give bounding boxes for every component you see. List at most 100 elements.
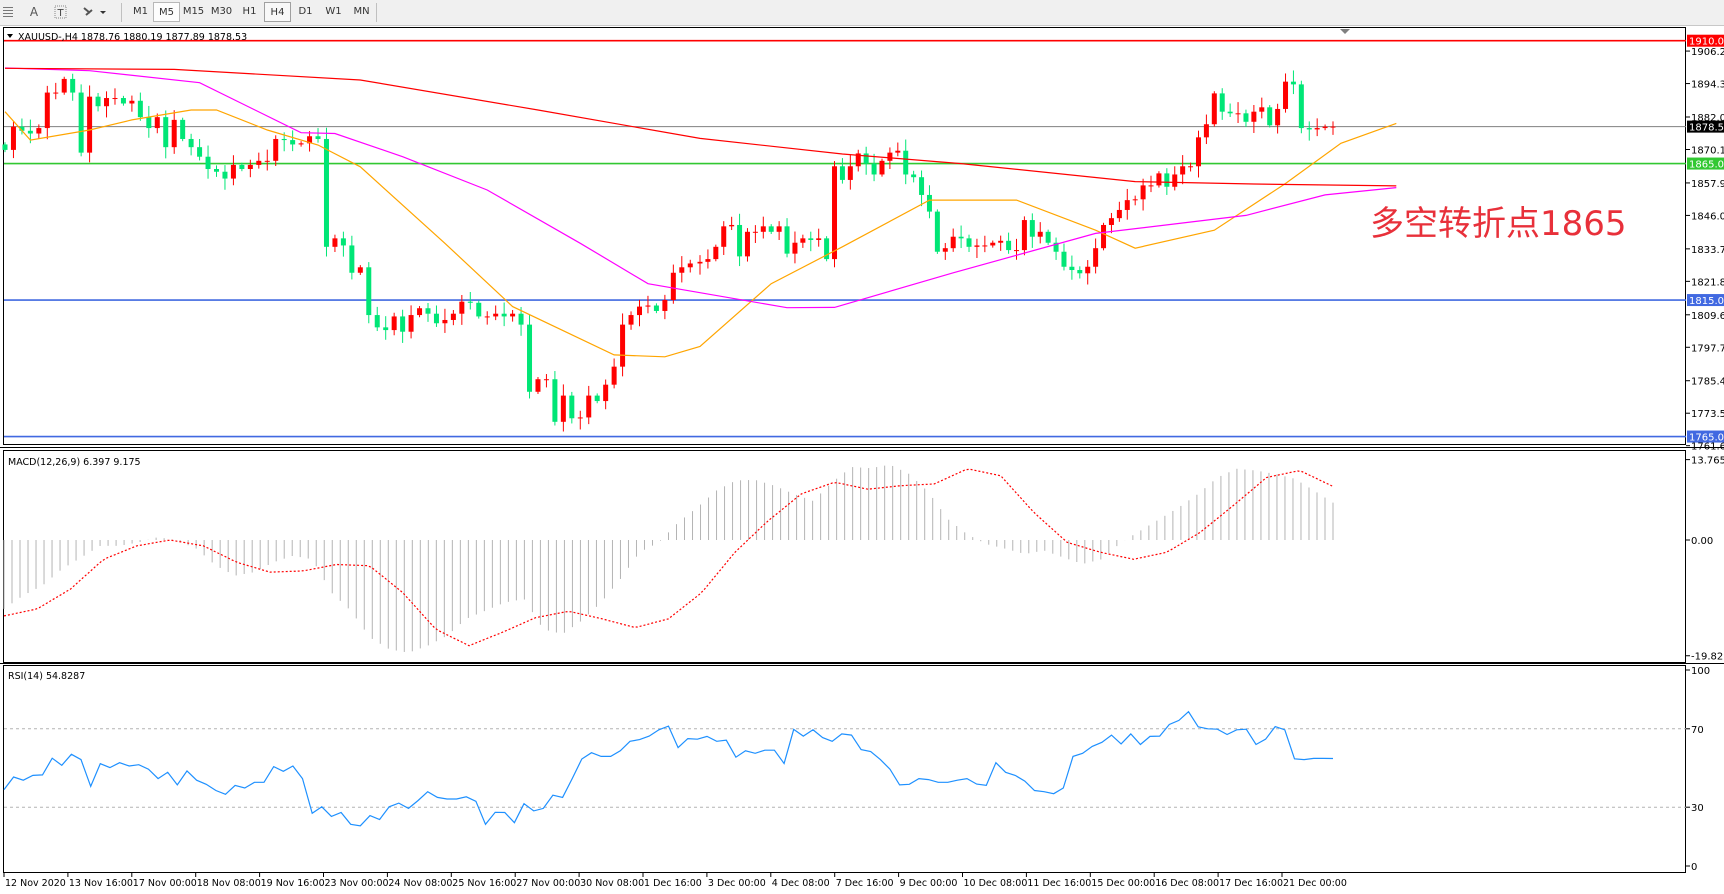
candle — [95, 92, 101, 112]
candle-body — [1021, 220, 1027, 251]
candle-body — [887, 152, 893, 161]
candle-body — [374, 315, 380, 328]
candle — [1061, 243, 1067, 271]
time-tick-label: 17 Dec 16:00 — [1219, 878, 1283, 889]
candle — [934, 209, 940, 254]
candle-body — [366, 267, 372, 316]
candle — [2, 142, 8, 153]
candle — [332, 234, 338, 253]
candle-body — [527, 324, 533, 392]
candle-body — [1140, 185, 1146, 200]
candle — [560, 384, 566, 432]
price-tick-label: 1809.60 — [1691, 311, 1724, 322]
candle-body — [510, 313, 516, 317]
candle — [10, 121, 16, 159]
candle — [879, 158, 885, 177]
candle — [1251, 104, 1257, 133]
timeframe-m15-button[interactable]: M15 — [182, 6, 205, 17]
time-tick-label: 21 Dec 00:00 — [1283, 878, 1347, 889]
candle-body — [247, 164, 253, 170]
candle-body — [1188, 166, 1194, 168]
candle-body — [450, 313, 456, 320]
candle-body — [653, 305, 659, 311]
candle — [645, 295, 651, 314]
candle — [87, 85, 93, 163]
candle — [425, 303, 431, 322]
price-tag-label: 1765.00 — [1689, 433, 1724, 444]
candle — [383, 316, 389, 340]
candle-body — [2, 144, 8, 150]
candle — [1077, 266, 1083, 279]
candle — [603, 379, 609, 410]
candle — [400, 309, 406, 343]
timeframe-h1-button[interactable]: H1 — [242, 6, 257, 17]
candle-body — [611, 366, 617, 385]
time-tick-label: 18 Nov 08:00 — [197, 878, 261, 889]
candle-body — [1180, 166, 1186, 175]
candle-body — [1053, 242, 1059, 252]
candle-body — [222, 171, 228, 179]
candle-body — [637, 306, 642, 316]
candle-body — [484, 316, 490, 318]
candle-body — [197, 147, 203, 157]
candle-body — [273, 138, 279, 161]
rsi-tick-label: 70 — [1691, 725, 1704, 736]
candle-body — [697, 261, 703, 264]
candle — [552, 371, 558, 426]
candle-body — [188, 138, 194, 148]
candle-body — [70, 78, 76, 93]
timeframe-m30-button[interactable]: M30 — [210, 6, 233, 17]
candle — [1283, 73, 1289, 113]
text-tool-button[interactable]: A — [29, 5, 39, 19]
candle — [239, 162, 245, 172]
candle — [1085, 260, 1091, 285]
candle — [670, 264, 676, 304]
timeframe-mn-button[interactable]: MN — [353, 6, 370, 17]
candle — [942, 242, 948, 260]
candle-body — [1235, 113, 1241, 115]
candle-body — [1148, 185, 1154, 187]
candle — [705, 249, 711, 269]
price-tick-label: 1797.70 — [1691, 343, 1724, 354]
candle — [1132, 195, 1138, 206]
candle — [307, 131, 313, 152]
price-axis: 1906.20 1894.30 1882.05 1870.15 1857.90 1846.… — [3, 34, 1724, 889]
arrows-dropdown-icon[interactable] — [80, 2, 110, 22]
price-tag-label: 1865.00 — [1689, 160, 1724, 171]
timeframe-m1-button[interactable]: M1 — [133, 6, 148, 17]
candle-body — [44, 92, 50, 129]
candle-body — [1069, 266, 1075, 271]
price-tick-label: 1785.45 — [1691, 377, 1724, 388]
candle-body — [687, 263, 693, 268]
candle-body — [1014, 250, 1019, 252]
candle — [298, 141, 304, 147]
grid-menu-icon[interactable] — [2, 2, 16, 22]
candle — [1195, 130, 1201, 178]
candle-body — [120, 98, 126, 104]
candle — [1006, 232, 1012, 254]
time-tick-label: 11 Dec 16:00 — [1027, 878, 1091, 889]
candle — [662, 294, 668, 320]
timeframe-h4-button[interactable]: H4 — [264, 2, 291, 22]
text-label-icon[interactable]: T — [52, 2, 70, 22]
candle-body — [383, 327, 389, 331]
candle-body — [839, 166, 845, 180]
candle-body — [10, 126, 16, 150]
candle — [527, 314, 533, 399]
timeframe-w1-button[interactable]: W1 — [325, 6, 342, 17]
timeframe-m5-button[interactable]: M5 — [153, 2, 180, 22]
candle — [1219, 88, 1225, 120]
collapse-triangle-icon[interactable] — [7, 34, 13, 38]
timeframe-d1-button[interactable]: D1 — [298, 6, 313, 17]
chart-shift-marker-icon[interactable] — [1340, 29, 1350, 34]
price-tick-label: 1894.30 — [1691, 80, 1724, 91]
candle — [1053, 237, 1059, 260]
candle — [315, 128, 321, 143]
candle-body — [792, 242, 798, 254]
candle-body — [1330, 126, 1336, 128]
candle-body — [768, 226, 774, 232]
candle — [366, 262, 372, 324]
candle — [737, 213, 743, 267]
price-tag-1910.00 — [1687, 34, 1724, 47]
